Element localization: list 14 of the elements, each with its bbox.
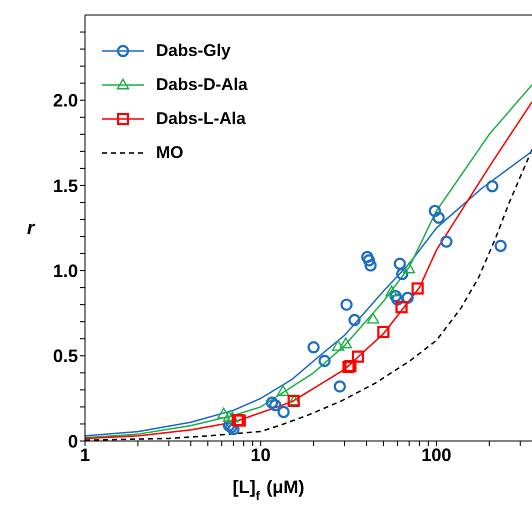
y-tick-label: 2.0 (52, 90, 78, 111)
legend-label: Dabs-D-Ala (156, 75, 248, 95)
y-tick-label: 1.5 (52, 176, 78, 196)
x-tick-label: 10 (250, 444, 271, 465)
y-tick-label: 0 (68, 431, 78, 452)
legend-label: MO (156, 143, 184, 163)
y-axis-title: r (27, 218, 36, 239)
x-tick-label: 100 (421, 444, 452, 465)
legend-label: Dabs-Gly (156, 41, 231, 61)
y-tick-label: 1.0 (52, 260, 78, 281)
legend-label: Dabs-L-Ala (156, 109, 246, 129)
x-axis-title: [L]$_{f}$ (μM) (232, 477, 304, 503)
x-tick-label: 1 (80, 444, 90, 465)
y-tick-label: 0.5 (52, 346, 78, 366)
